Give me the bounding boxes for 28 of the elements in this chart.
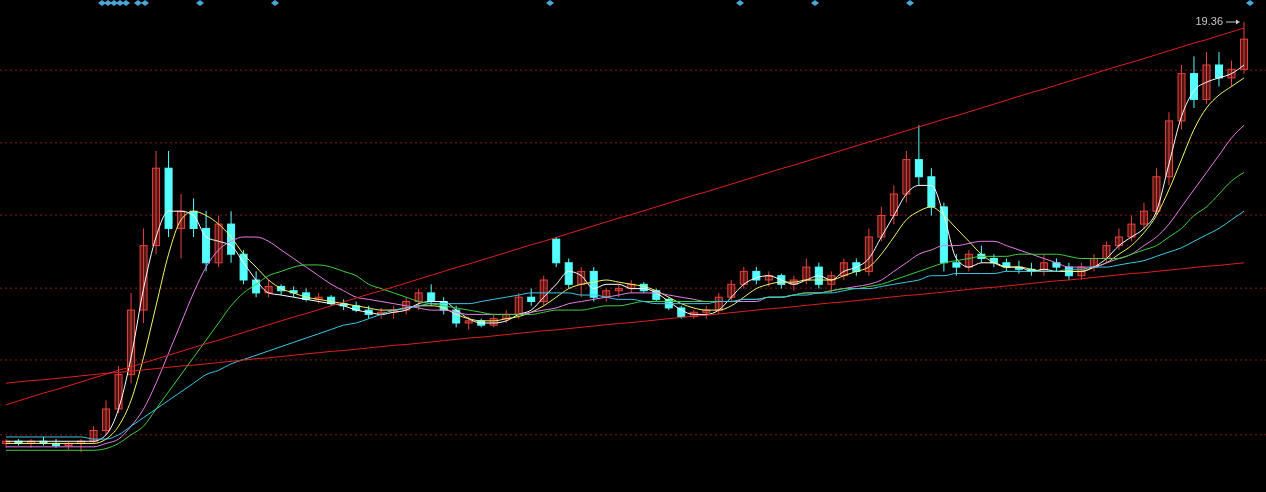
candlestick bbox=[952, 253, 961, 277]
candlestick bbox=[864, 227, 873, 277]
candlestick bbox=[1102, 240, 1111, 264]
candlestick bbox=[727, 279, 736, 302]
candlestick bbox=[889, 184, 898, 225]
candlestick bbox=[427, 283, 436, 307]
candlestick bbox=[139, 227, 148, 324]
candlestick bbox=[1114, 227, 1123, 251]
candlestick bbox=[877, 206, 886, 242]
candlestick bbox=[1152, 167, 1161, 216]
candlestick bbox=[902, 150, 911, 204]
candlestick bbox=[152, 150, 161, 255]
annotation: 19.36 bbox=[1195, 14, 1223, 27]
candlestick bbox=[1164, 111, 1173, 186]
candlestick bbox=[914, 124, 923, 186]
candlestick bbox=[552, 236, 561, 268]
candlestick bbox=[564, 258, 573, 290]
candlestick bbox=[1202, 51, 1211, 105]
candlestick bbox=[1214, 51, 1223, 87]
candlestick bbox=[102, 399, 111, 436]
candlestick bbox=[739, 266, 748, 290]
candlestick bbox=[214, 215, 223, 268]
candlestick bbox=[1139, 202, 1148, 229]
candlestick bbox=[1127, 215, 1136, 242]
candlestick bbox=[802, 258, 811, 285]
candlestick bbox=[114, 365, 123, 414]
candlestick bbox=[514, 292, 523, 320]
candlestick bbox=[1177, 64, 1186, 130]
